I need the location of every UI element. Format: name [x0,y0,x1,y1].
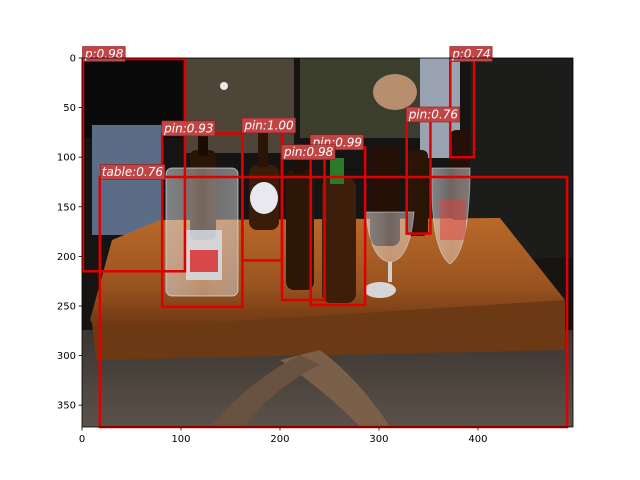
detection-label-bg [100,164,166,180]
detection-label: p:0.74 [451,47,490,61]
bottle-neck-green [330,158,344,184]
photo [82,58,573,427]
jacket-button [220,82,228,90]
bottle [286,170,314,290]
y-tick-label: 300 [57,351,76,362]
glass-reflection [440,200,466,240]
y-tick-label: 150 [57,202,76,213]
hand [373,74,417,110]
axis-ticks: 0 100 200 300 400 0 50 100 150 200 250 300 350 [57,54,488,446]
x-tick-label: 100 [171,434,190,445]
y-tick-label: 350 [57,401,76,412]
detection-label-bg [241,117,296,134]
detection-box [81,57,187,273]
bottle-neck [198,136,208,156]
y-tick-label: 50 [63,103,76,114]
detection-label: pin:0.93 [163,121,213,135]
detection: pin:1.00 [241,117,296,262]
detection-label-bg [161,120,216,137]
detection: pin:0.98 [280,144,336,302]
table-edge [92,300,565,360]
detection: pin:0.93 [160,120,244,309]
detection-label: p:0.98 [84,47,124,61]
crumpled-paper [364,282,396,298]
x-tick-label: 200 [270,434,289,445]
detection-label: pin:1.00 [243,118,294,132]
y-tick-label: 250 [57,301,76,312]
detection-label: table:0.76 [102,165,164,179]
detection-label-bg [281,144,336,160]
bottle [322,178,356,303]
axes-frame [81,57,574,428]
wine-glass-stem [388,262,392,282]
detection-label: pin:0.76 [408,108,459,122]
detection-label-bg [405,106,461,123]
x-tick-label: 400 [468,434,487,445]
x-tick-label: 0 [79,434,85,445]
detection-label: pin:0.98 [283,145,334,159]
person-jeans [92,125,162,235]
bottle-label [250,182,278,214]
x-tick-label: 300 [369,434,388,445]
wine-glass [365,211,415,263]
bottle-neck [258,132,268,167]
table-leg-2 [210,355,320,427]
y-tick-label: 200 [57,252,76,263]
can-label-red [190,250,218,272]
detection: pin:0.76 [405,106,461,235]
y-tick-label: 100 [57,153,76,164]
y-tick-label: 0 [70,54,76,65]
